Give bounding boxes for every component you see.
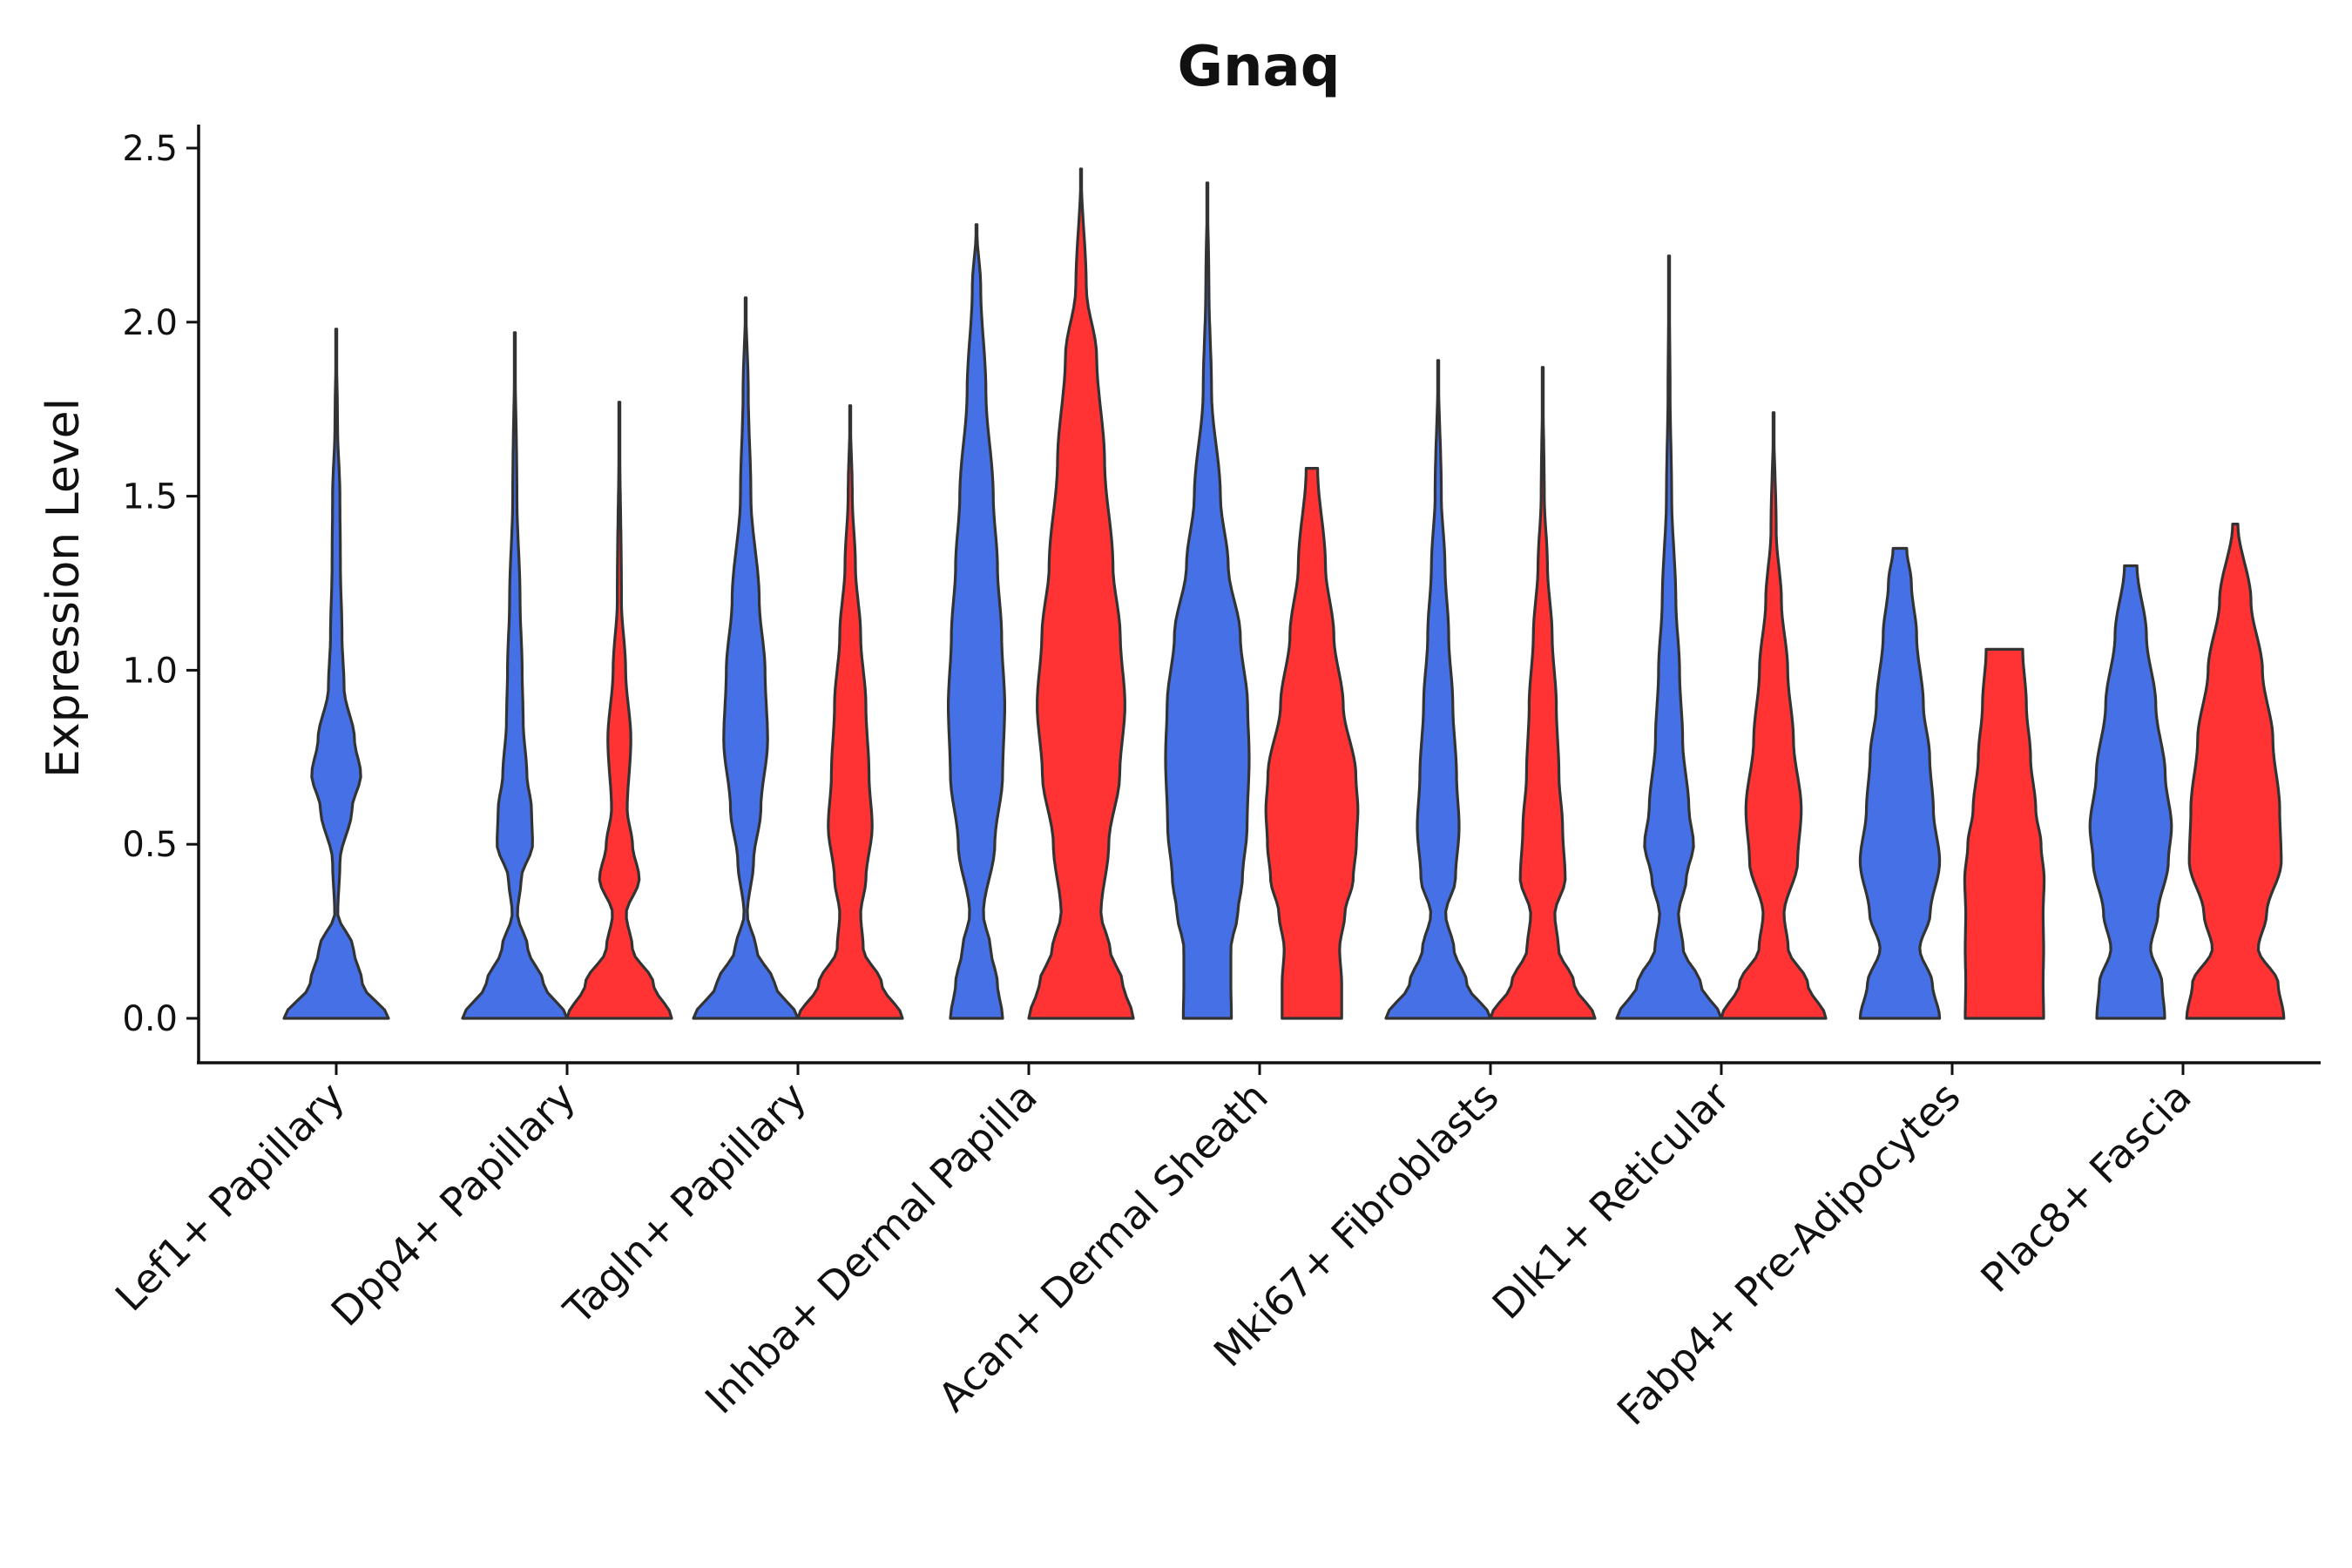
violin-red-dlk1-reticular [1720, 411, 1828, 1020]
violin-red-tagln-papillary [796, 404, 904, 1020]
y-tick-label: 0.5 [122, 825, 178, 865]
violin-red-acan-dermal-sheath [1264, 467, 1360, 1020]
violin-blue-dpp4-papillary [461, 331, 569, 1020]
chart-title: Gnaq [1177, 35, 1340, 99]
y-tick-label: 2.5 [122, 129, 178, 169]
x-tick-label: Lef1+ Papillary [106, 1073, 354, 1321]
violin-blue-inhba-dermal-papilla [947, 223, 1006, 1020]
y-axis-label: Expression Level [37, 398, 90, 778]
y-tick-label: 1.0 [122, 651, 178, 691]
x-tick-label: Plac8+ Fascia [1971, 1073, 2200, 1301]
violin-red-inhba-dermal-papilla [1027, 167, 1135, 1020]
violin-blue-lef1-papillary [282, 328, 390, 1020]
x-tick-label: Dlk1+ Reticular [1484, 1073, 1739, 1328]
y-ticks: 0.0 0.5 1.0 1.5 2.0 2.5 [122, 129, 199, 1039]
violin-red-mki67-fibroblasts [1489, 366, 1597, 1020]
violin-blue-plac8-fascia [2088, 564, 2173, 1020]
violin-blue-mki67-fibroblasts [1384, 359, 1492, 1020]
x-tick-label: Dpp4+ Papillary [322, 1073, 585, 1335]
violin-blue-tagln-papillary [692, 296, 800, 1020]
violin-red-fabp4-pre-adipocytes [1963, 647, 2046, 1020]
x-tick-label: Tagln+ Papillary [554, 1073, 815, 1335]
violin-red-dpp4-papillary [565, 401, 673, 1020]
violin-blue-acan-dermal-sheath [1164, 181, 1251, 1020]
violin-red-plac8-fascia [2185, 523, 2286, 1020]
y-tick-label: 1.5 [122, 477, 178, 517]
violin-blue-fabp4-pre-adipocytes [1858, 546, 1942, 1020]
violin-blue-dlk1-reticular [1615, 254, 1723, 1020]
y-tick-label: 2.0 [122, 303, 178, 343]
violin-group [282, 167, 2286, 1020]
y-tick-label: 0.0 [122, 999, 178, 1039]
